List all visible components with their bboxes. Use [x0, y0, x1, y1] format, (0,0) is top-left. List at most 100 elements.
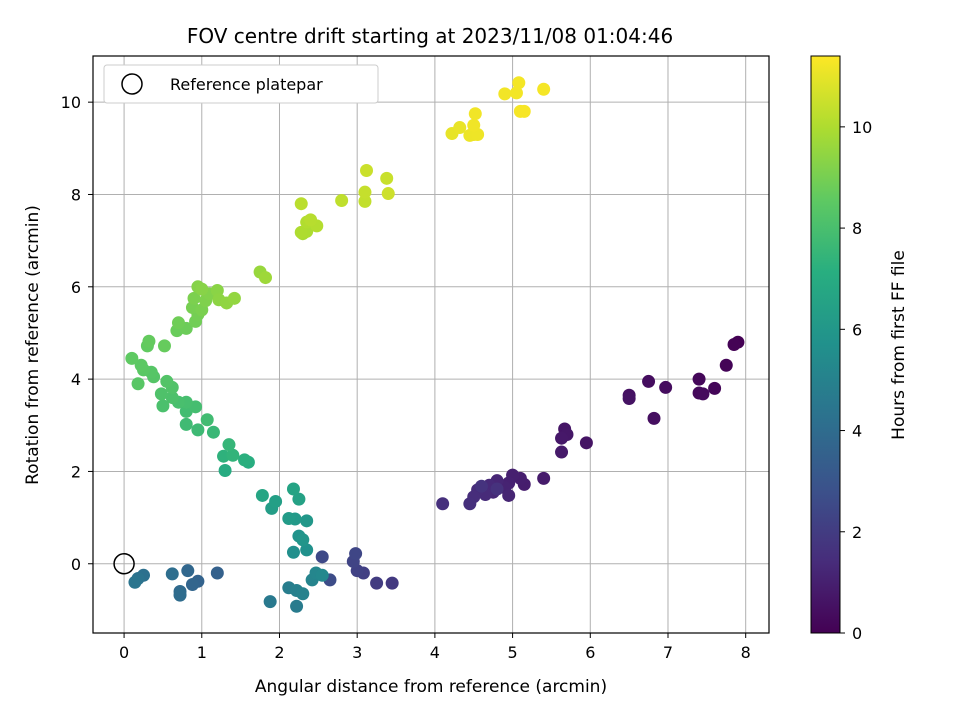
y-tick-label: 6 — [71, 278, 81, 297]
data-point — [315, 568, 329, 582]
data-point — [165, 567, 179, 581]
data-point — [370, 576, 384, 590]
colorbar-tick-label: 4 — [852, 422, 862, 441]
data-point — [286, 482, 300, 496]
grid-lines — [93, 56, 769, 633]
data-point — [128, 575, 142, 589]
data-point — [300, 543, 314, 557]
y-tick-label: 4 — [71, 370, 81, 389]
data-point — [692, 372, 706, 386]
data-point — [696, 387, 710, 401]
data-point — [217, 449, 231, 463]
y-axis-ticks: 0 2 4 6 8 10 — [61, 93, 93, 574]
y-tick-label: 2 — [71, 462, 81, 481]
plot-area — [93, 56, 769, 633]
colorbar-gradient — [811, 56, 840, 633]
data-point — [290, 599, 304, 613]
data-point — [360, 163, 374, 177]
data-point — [463, 497, 477, 511]
data-points — [125, 76, 745, 613]
y-tick-label: 10 — [61, 93, 81, 112]
data-point — [200, 413, 214, 427]
data-point — [304, 213, 318, 227]
data-point — [453, 121, 467, 135]
x-tick-label: 2 — [274, 643, 284, 662]
data-point — [294, 225, 308, 239]
data-point — [555, 445, 569, 459]
y-tick-label: 8 — [71, 185, 81, 204]
data-point — [294, 197, 308, 211]
data-point — [708, 381, 722, 395]
data-point — [255, 488, 269, 502]
data-point — [385, 576, 399, 590]
data-point — [165, 391, 179, 405]
x-tick-label: 8 — [741, 643, 751, 662]
colorbar-ticks: 0 2 4 6 8 10 — [840, 118, 872, 643]
data-point — [187, 291, 201, 305]
chart-title: FOV centre drift starting at 2023/11/08 … — [187, 24, 673, 48]
data-point — [296, 533, 310, 547]
data-point — [380, 171, 394, 185]
data-point — [537, 82, 551, 96]
data-point — [181, 564, 195, 578]
x-tick-label: 3 — [352, 643, 362, 662]
data-point — [296, 587, 310, 601]
data-point — [156, 399, 170, 413]
data-point — [238, 453, 252, 467]
plot-frame — [92, 55, 770, 634]
reference-platepar-marker — [113, 553, 135, 575]
data-point — [622, 392, 636, 406]
data-point — [537, 471, 551, 485]
data-point — [315, 550, 329, 564]
x-tick-label: 0 — [119, 643, 129, 662]
x-tick-label: 4 — [430, 643, 440, 662]
data-point — [134, 358, 148, 372]
colorbar: 0 2 4 6 8 10 Hours from first FF file — [810, 55, 909, 643]
data-point — [269, 494, 283, 508]
colorbar-tick-label: 10 — [852, 118, 872, 137]
colorbar-tick-label: 2 — [852, 523, 862, 542]
colorbar-label: Hours from first FF file — [889, 250, 909, 440]
colorbar-frame — [810, 55, 841, 634]
data-point — [659, 380, 673, 394]
data-point — [179, 417, 193, 431]
y-tick-label: 0 — [71, 555, 81, 574]
x-axis-label: Angular distance from reference (arcmin) — [255, 677, 607, 697]
data-point — [502, 488, 516, 502]
data-point — [292, 492, 306, 506]
legend-box — [103, 64, 379, 104]
data-point — [579, 436, 593, 450]
data-point — [142, 334, 156, 348]
data-point — [282, 512, 296, 526]
data-point — [173, 588, 187, 602]
data-point — [498, 87, 512, 101]
data-point — [517, 104, 531, 118]
data-point — [358, 185, 372, 199]
x-tick-label: 7 — [663, 643, 673, 662]
data-point — [358, 194, 372, 208]
legend-reference-marker — [121, 73, 143, 95]
data-point — [647, 411, 661, 425]
data-point — [349, 547, 363, 561]
colorbar-tick-label: 0 — [852, 624, 862, 643]
y-axis-label: Rotation from reference (arcmin) — [23, 205, 43, 485]
data-point — [222, 438, 236, 452]
data-point — [171, 316, 185, 330]
data-point — [263, 595, 277, 609]
data-point — [206, 425, 220, 439]
data-point — [381, 187, 395, 201]
data-point — [185, 578, 199, 592]
data-point — [719, 358, 733, 372]
data-point — [475, 479, 489, 493]
data-point — [258, 271, 272, 285]
data-point — [555, 431, 569, 445]
colorbar-tick-label: 8 — [852, 219, 862, 238]
legend-entry-reference: Reference platepar — [170, 75, 323, 94]
data-point — [125, 351, 139, 365]
data-point — [335, 193, 349, 207]
colorbar-tick-label: 6 — [852, 320, 862, 339]
data-point — [131, 377, 145, 391]
x-tick-label: 1 — [197, 643, 207, 662]
legend: Reference platepar — [103, 64, 379, 104]
